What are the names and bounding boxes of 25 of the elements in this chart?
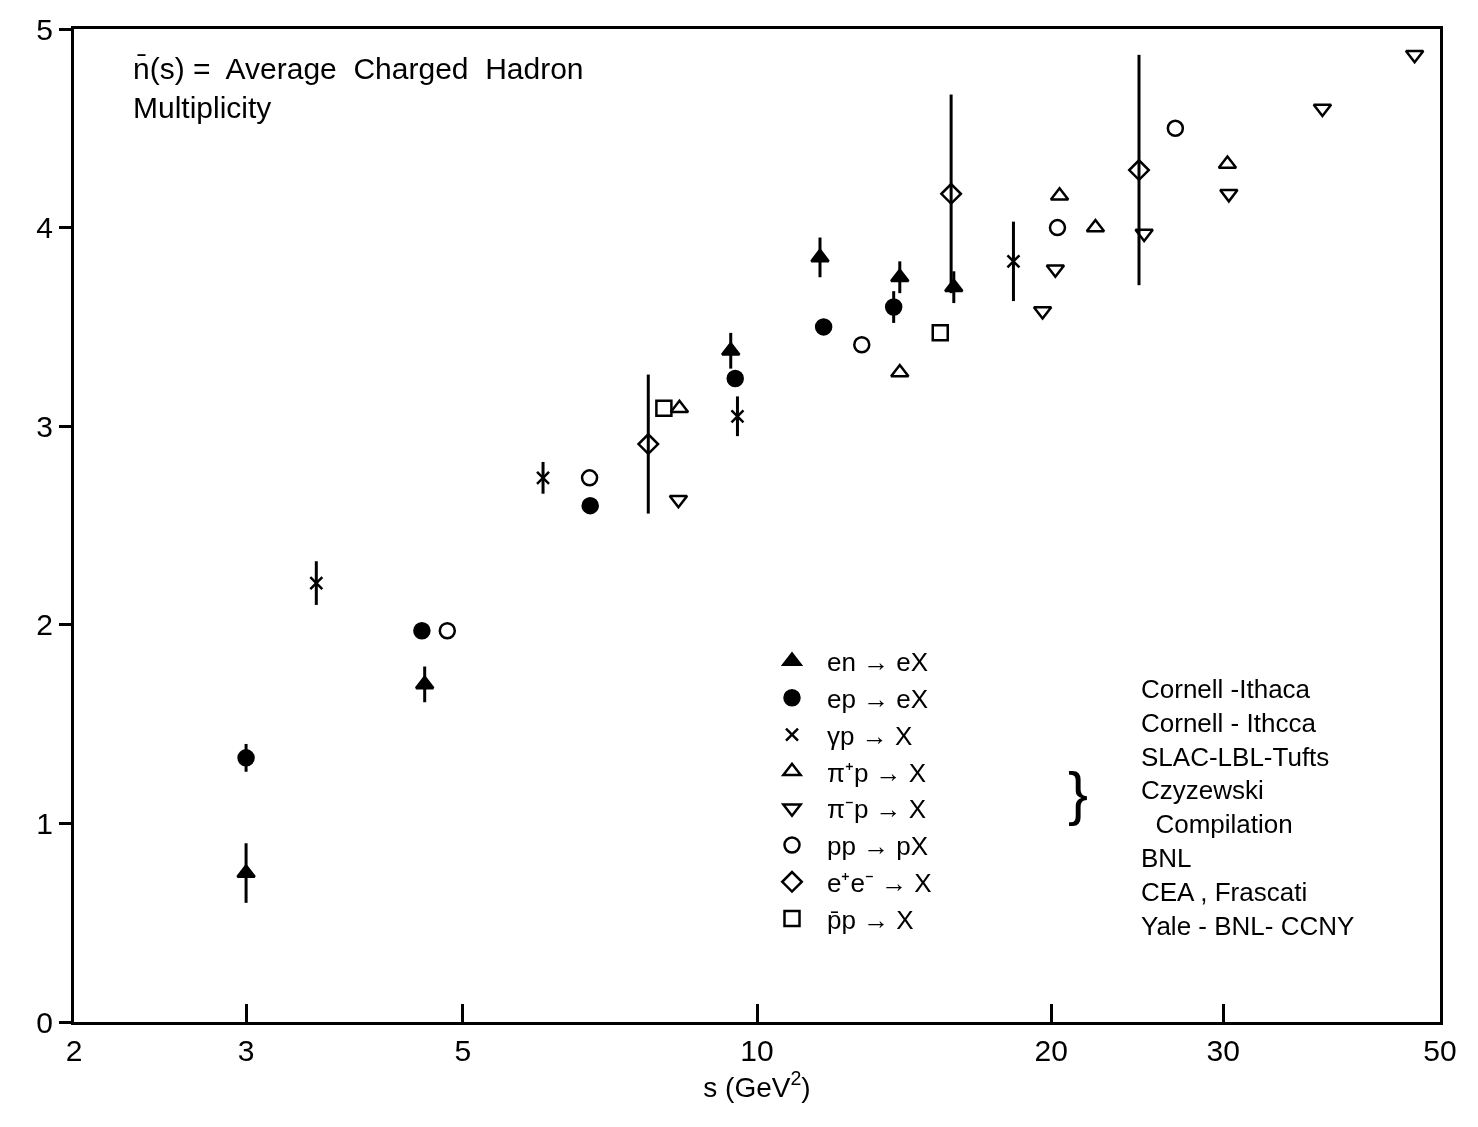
x-tick-label: 3 <box>237 1034 255 1067</box>
x-tick-label: 2 <box>65 1034 83 1067</box>
x-tick-label: 50 <box>1423 1034 1457 1067</box>
y-tick-label: 5 <box>36 12 53 46</box>
legend-label: en → eX <box>827 647 929 678</box>
x-tick-label: 30 <box>1206 1034 1240 1067</box>
legend-label: e⁺e⁻ → X <box>827 867 932 898</box>
legend-label: pp → pX <box>827 831 929 862</box>
legend-label: ep → eX <box>827 683 929 714</box>
legend-label: π⁻p → X <box>827 794 927 825</box>
x-tick-label: 10 <box>740 1034 774 1067</box>
x-tick-label: 5 <box>454 1034 472 1067</box>
y-tick-label: 0 <box>36 1005 53 1039</box>
y-tick-label: 1 <box>36 806 53 840</box>
legend-label: γp → X <box>827 720 913 751</box>
y-tick-label: 4 <box>36 211 53 245</box>
annotation: Cornell -Ithaca Cornell - Ithcca SLAC-LBL-Tufts Czyzewski Compilation BNL CEA , Frascati Yale - BNL- CCNY <box>1141 674 1355 941</box>
y-tick-label: 3 <box>36 409 53 443</box>
text: n̄(s) = Average Charged Hadron Multiplicity <box>133 51 584 124</box>
x-tick-label: 20 <box>1034 1034 1068 1067</box>
legend-label: π⁺p → X <box>827 757 927 788</box>
annotation: } <box>1068 760 1089 827</box>
x-axis-title: s (GeV$^{2}$) <box>703 1067 811 1103</box>
y-tick-label: 2 <box>36 608 53 642</box>
legend-label: p̄p → X <box>827 904 914 935</box>
